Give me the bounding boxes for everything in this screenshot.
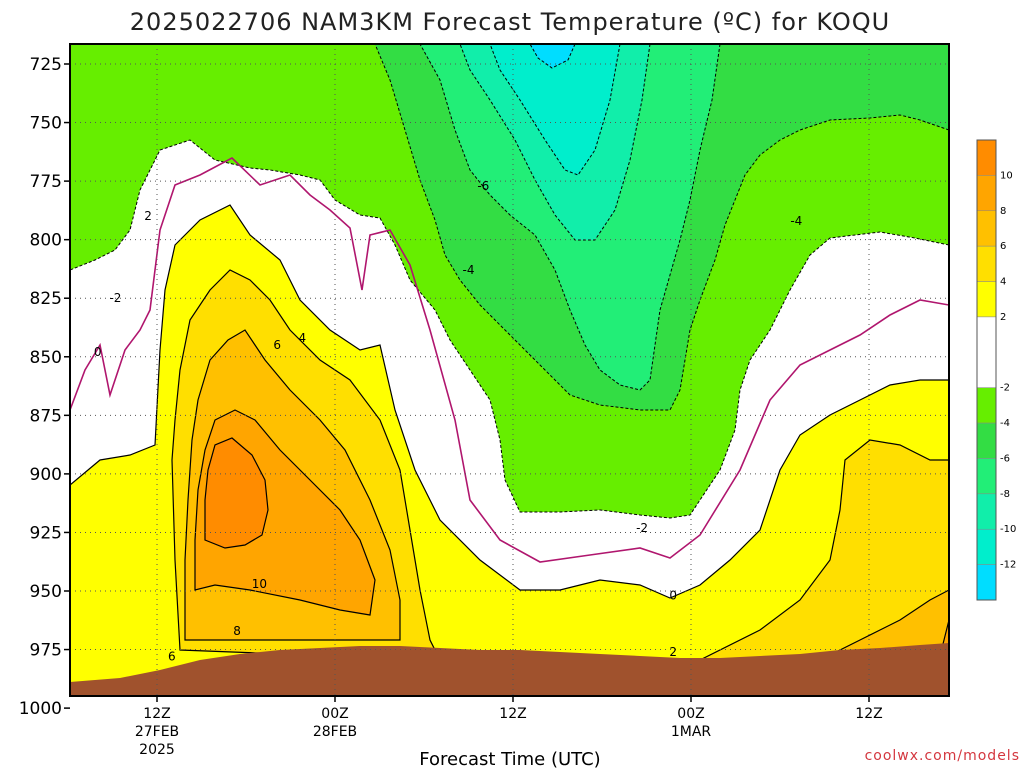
contour-label: 0 — [94, 345, 102, 359]
colorbar-tick-label: -10 — [1000, 524, 1016, 535]
contour-label: -6 — [477, 179, 489, 193]
y-tick-label: 975 — [30, 641, 62, 661]
colorbar-segment — [976, 139, 997, 176]
colorbar-tick-label: -6 — [1000, 453, 1010, 464]
x-tick-label2: 28FEB — [313, 724, 357, 740]
plot-frame — [69, 43, 950, 697]
y-tick-label: 750 — [30, 114, 62, 134]
colorbar-segment — [976, 245, 997, 282]
colorbar-tick-label: 4 — [1000, 277, 1006, 288]
ground-terrain — [70, 643, 949, 696]
contour-label: 4 — [299, 331, 307, 345]
colorbar-segment — [976, 316, 997, 388]
colorbar-tick-label: 2 — [1000, 312, 1006, 323]
colorbar-tick-label: -4 — [1000, 418, 1010, 429]
x-tick-label2: 27FEB — [135, 724, 179, 740]
colorbar-tick-label: 6 — [1000, 241, 1006, 252]
x-tick-label1: 00Z — [321, 706, 348, 722]
colorbar-tick-label: 8 — [1000, 206, 1006, 217]
contour-label: -2 — [636, 521, 648, 535]
cold-band-minus4 — [70, 44, 949, 411]
contour-label: 2 — [669, 645, 677, 659]
y-tick-label: 900 — [30, 465, 62, 485]
warm-band-10 — [204, 437, 269, 549]
plot-area — [70, 44, 949, 696]
colorbar-segment — [976, 175, 997, 212]
y-tick-label: 950 — [30, 582, 62, 602]
y-tick-label: 875 — [30, 406, 62, 426]
colorbar-tick-label: -8 — [1000, 489, 1010, 500]
cold-band-minus10 — [489, 44, 621, 176]
contour-label: 2 — [144, 209, 152, 223]
chart-title: 2025022706 NAM3KM Forecast Temperature (… — [130, 8, 890, 36]
contour-label: -4 — [790, 214, 802, 228]
x-tick-label1: 12Z — [855, 706, 882, 722]
contour-label: 6 — [273, 338, 281, 352]
x-tick-label2: 1MAR — [671, 724, 712, 740]
colorbar-segment — [976, 281, 997, 318]
x-tick-label1: 12Z — [143, 706, 170, 722]
colorbar-segment — [976, 528, 997, 565]
credit-text: coolwx.com/models — [865, 748, 1020, 764]
contour-label: 0 — [669, 589, 677, 603]
y-tick-label: 825 — [30, 289, 62, 309]
colorbar-segment — [976, 458, 997, 495]
colorbar-segment — [976, 564, 997, 601]
colorbar: 10 8 6 4 2 -2 -4 -6 -8 -10 -12 — [976, 139, 1016, 601]
contour-label: 10 — [252, 577, 267, 591]
y-tick-label: 800 — [30, 231, 62, 251]
y-tick-label: 725 — [30, 55, 62, 75]
x-axis-label: Forecast Time (UTC) — [419, 749, 600, 768]
contour-labels: 2 4 6 0 -2 10 8 6 -6 -4 -4 -2 0 2 — [94, 179, 802, 664]
contour-label: 6 — [168, 650, 176, 664]
colorbar-segment — [976, 422, 997, 459]
contour-label: -2 — [109, 291, 121, 305]
x-tick-label1: 00Z — [677, 706, 704, 722]
y-tick-label: 925 — [30, 523, 62, 543]
y-tick-label: 775 — [30, 172, 62, 192]
colorbar-segment — [976, 493, 997, 530]
colorbar-tick-label: -12 — [1000, 560, 1016, 571]
colorbar-segment — [976, 387, 997, 424]
x-axis: 12Z 27FEB 2025 00Z 28FEB 12Z 00Z 1MAR 12Z — [135, 696, 883, 758]
colorbar-frame — [976, 139, 997, 601]
y-tick-label: 850 — [30, 348, 62, 368]
x-tick-label1: 12Z — [499, 706, 526, 722]
grid-lines — [70, 44, 949, 696]
colorbar-tick-label: -2 — [1000, 383, 1010, 394]
x-tick-label3: 2025 — [139, 742, 175, 758]
contour-label: 8 — [233, 624, 241, 638]
y-axis: 725 750 775 800 825 850 875 900 925 950 975 1000 — [19, 55, 70, 719]
colorbar-segment — [976, 210, 997, 247]
contour-label: -4 — [463, 263, 475, 277]
colorbar-tick-label: 10 — [1000, 170, 1013, 181]
y-tick-label: 1000 — [19, 699, 62, 719]
isotherm-zero — [70, 157, 949, 563]
